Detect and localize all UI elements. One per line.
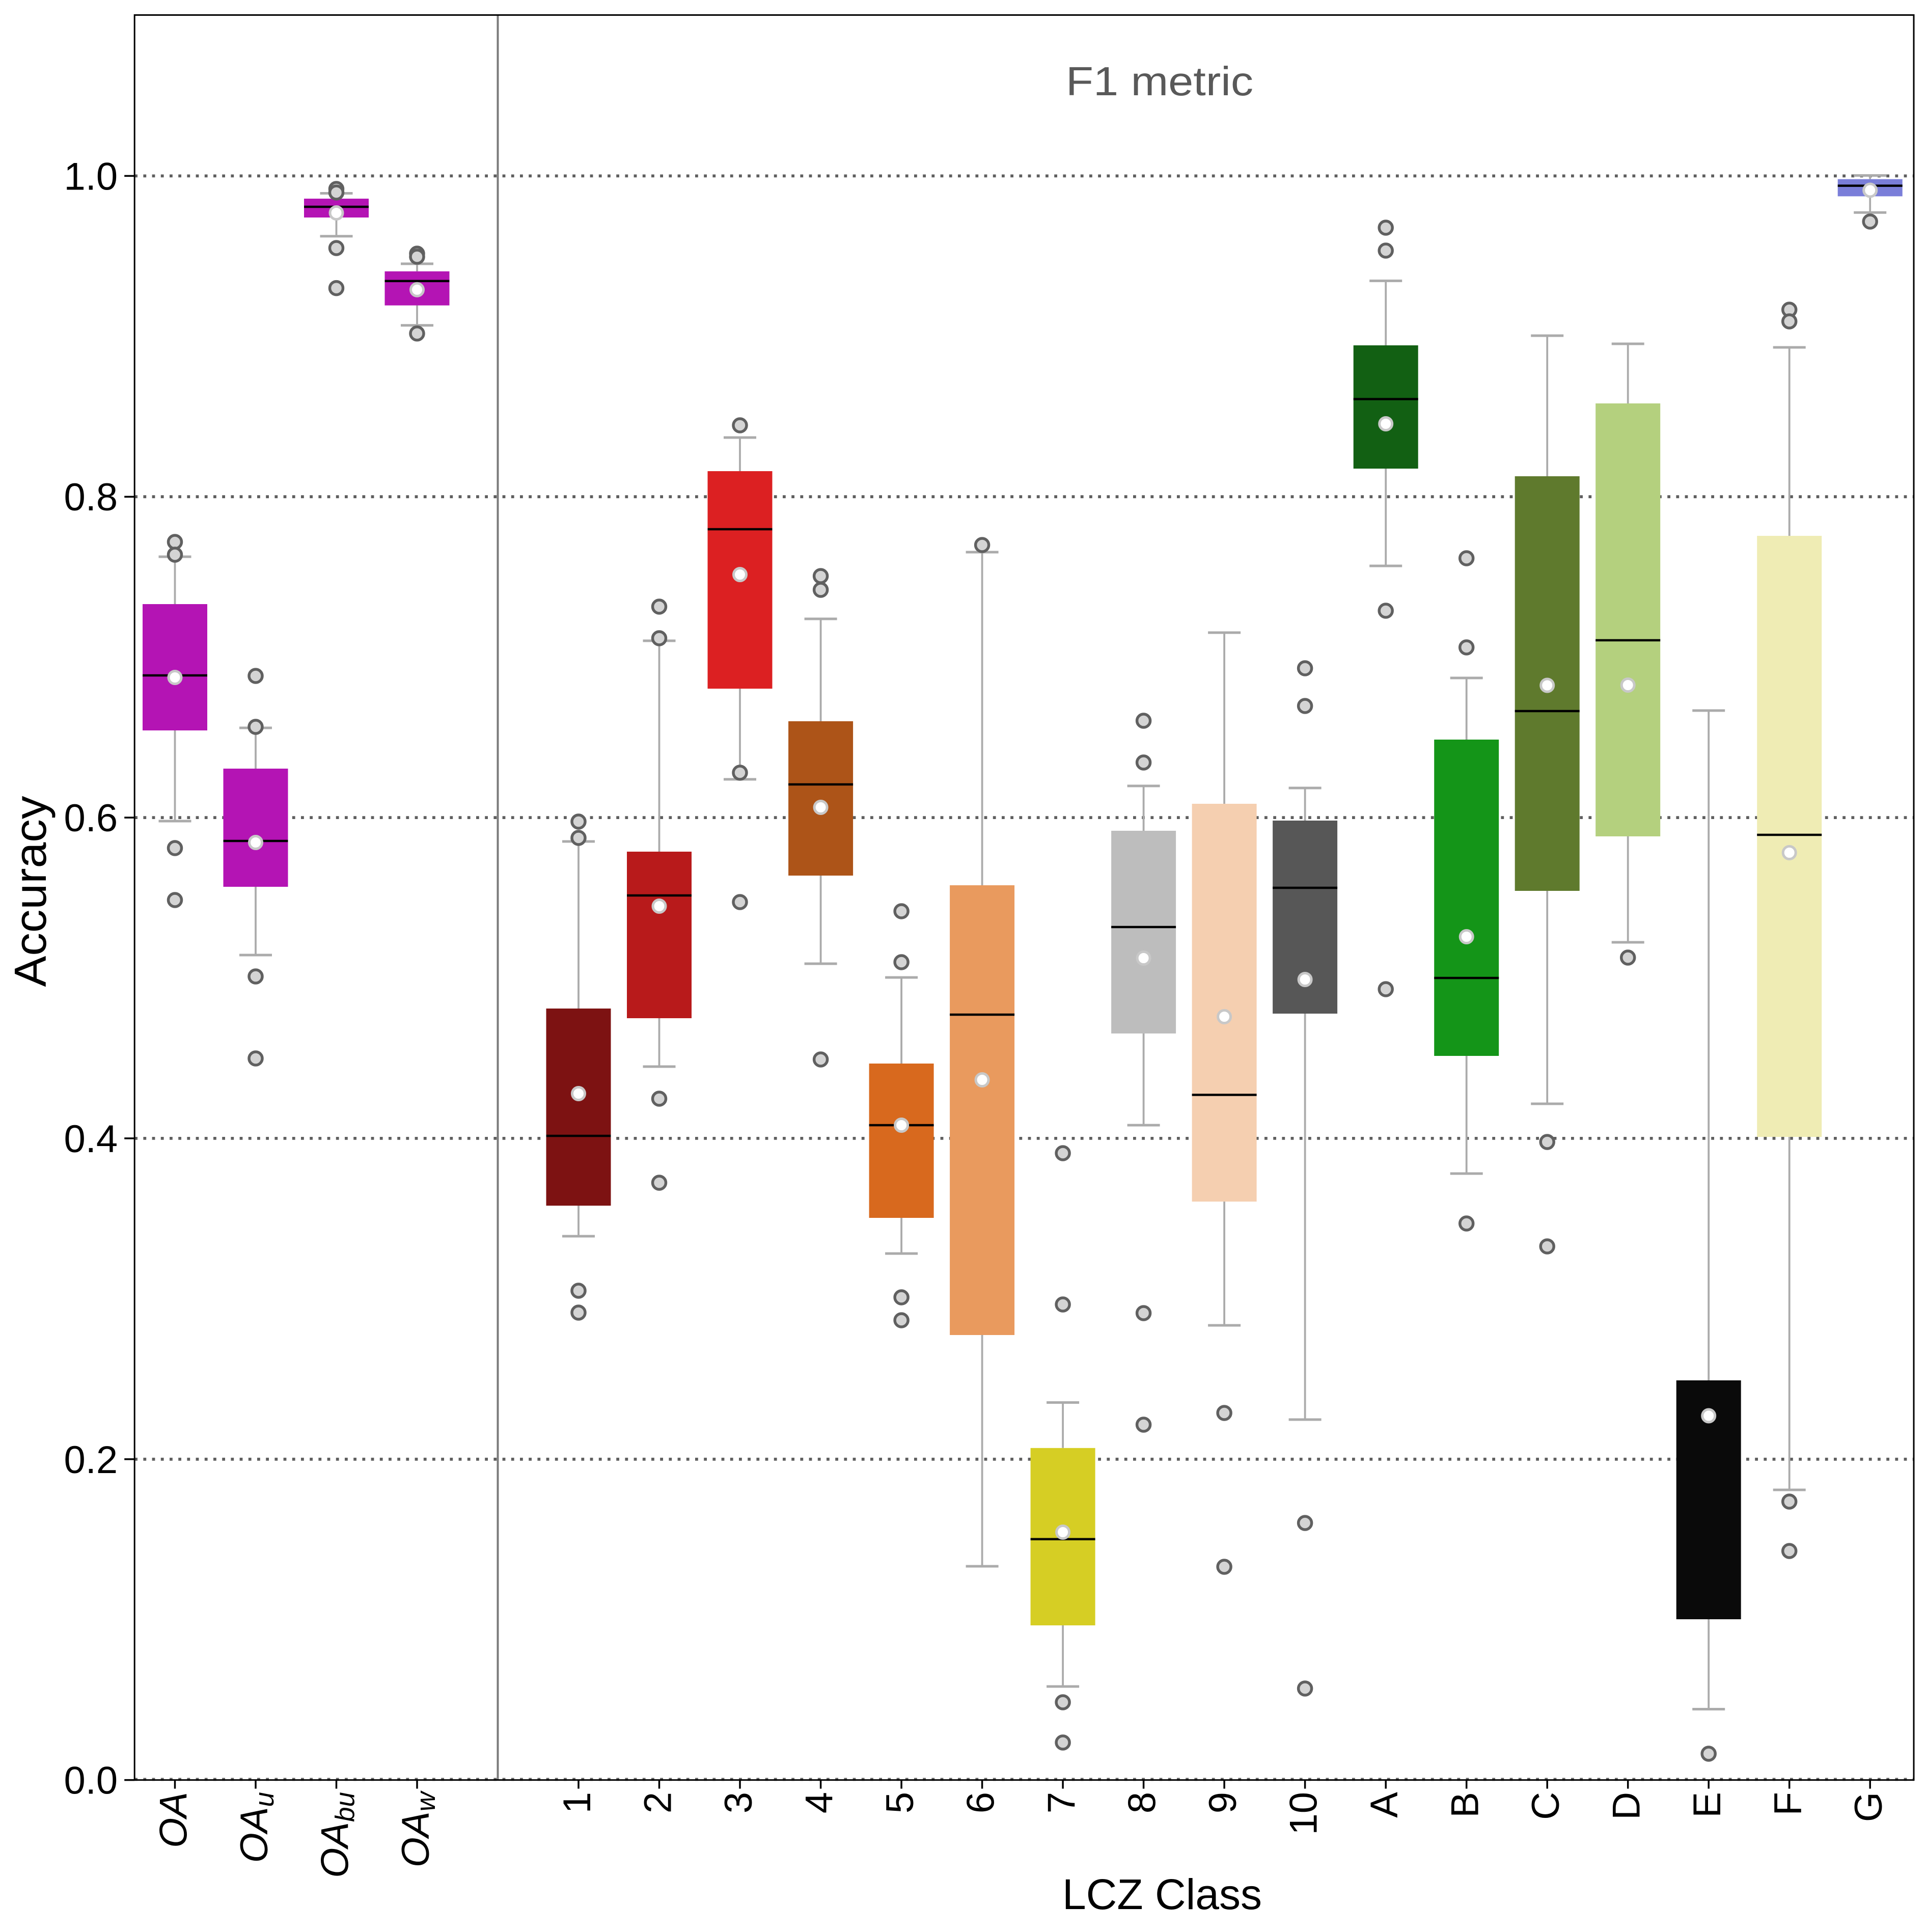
- svg-text:0.6: 0.6: [64, 797, 118, 840]
- svg-text:F1 metric: F1 metric: [1066, 59, 1253, 104]
- svg-text:E: E: [1686, 1792, 1729, 1818]
- svg-text:D: D: [1605, 1792, 1648, 1820]
- svg-text:C: C: [1524, 1792, 1567, 1820]
- svg-text:OA: OA: [152, 1792, 196, 1848]
- svg-text:3: 3: [717, 1792, 760, 1813]
- svg-text:6: 6: [959, 1792, 1003, 1813]
- svg-text:OAu: OAu: [233, 1792, 280, 1863]
- svg-text:Accuracy: Accuracy: [5, 796, 56, 987]
- svg-text:5: 5: [878, 1792, 922, 1813]
- svg-text:0.8: 0.8: [64, 476, 118, 519]
- svg-text:A: A: [1363, 1792, 1406, 1818]
- svg-text:F: F: [1767, 1792, 1810, 1815]
- svg-text:0.2: 0.2: [64, 1438, 118, 1482]
- svg-text:OAbu: OAbu: [314, 1792, 361, 1878]
- svg-text:10: 10: [1282, 1792, 1326, 1835]
- svg-text:B: B: [1444, 1792, 1487, 1818]
- svg-text:G: G: [1847, 1792, 1890, 1822]
- svg-text:2: 2: [637, 1792, 680, 1813]
- svg-text:LCZ Class: LCZ Class: [1062, 1870, 1262, 1918]
- svg-text:1: 1: [556, 1792, 599, 1813]
- svg-text:7: 7: [1040, 1792, 1083, 1813]
- svg-text:1.0: 1.0: [64, 155, 118, 198]
- svg-text:OAw: OAw: [394, 1790, 441, 1867]
- svg-text:0.0: 0.0: [64, 1759, 118, 1803]
- svg-text:0.4: 0.4: [64, 1118, 118, 1161]
- svg-text:9: 9: [1201, 1792, 1245, 1813]
- svg-text:8: 8: [1121, 1792, 1164, 1813]
- svg-text:4: 4: [798, 1792, 841, 1813]
